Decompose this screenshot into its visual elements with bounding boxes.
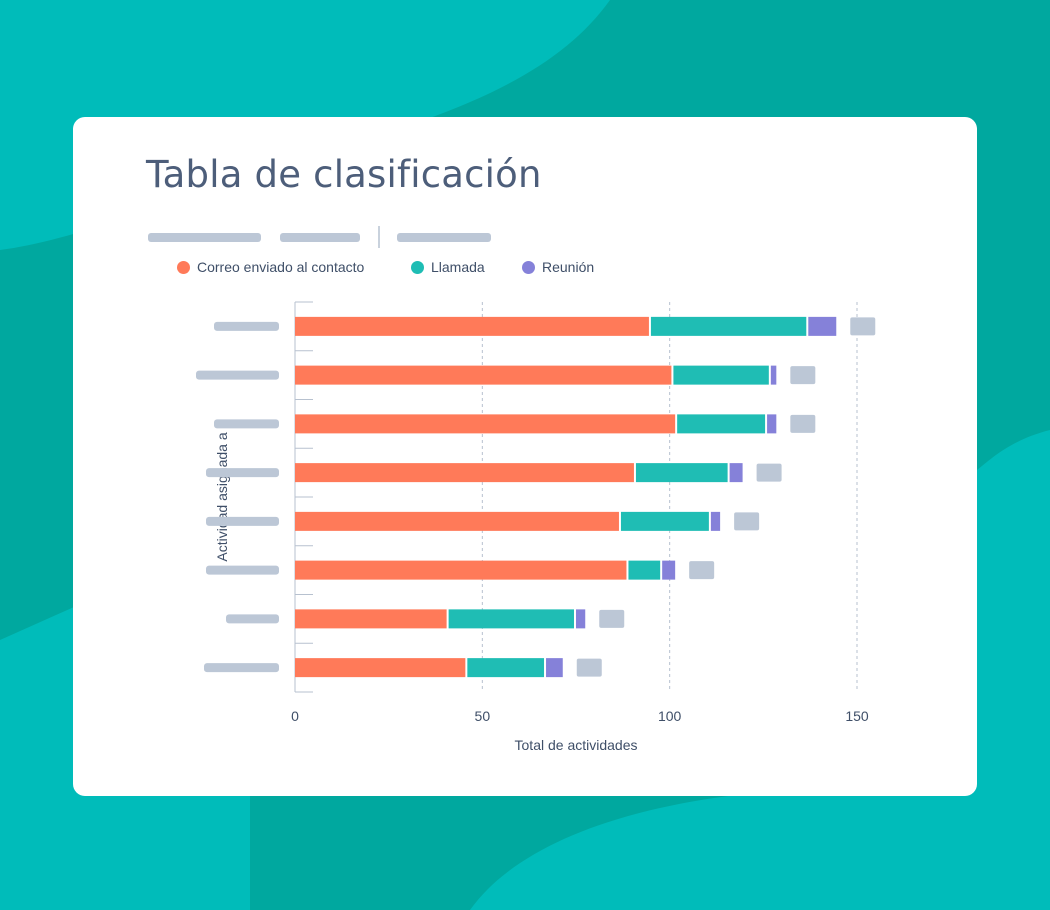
category-label-placeholder [214,419,279,429]
category-label-placeholder [226,614,279,624]
bar-segment [729,463,743,483]
legend-dot-icon [522,260,535,274]
legend-label: Correo enviado al contacto [197,259,365,275]
legend-item: Llamada [411,259,485,275]
bar-segment [635,463,728,483]
bar-segment [546,658,563,678]
total-label-placeholder [689,561,715,580]
category-label-placeholder [214,321,279,331]
legend-label: Llamada [431,259,485,275]
total-label-placeholder [599,609,625,628]
legend-item: Correo enviado al contacto [177,259,364,275]
category-label-placeholder [206,468,279,478]
bar-segment [295,316,649,336]
x-axis-label: Total de actividades [515,737,638,753]
bar-segment [576,609,586,629]
category-label-placeholder [206,516,279,526]
bar-segment [673,365,769,385]
legend-dot-icon [411,260,424,274]
filter-placeholder[interactable] [148,233,261,242]
bar-segment [295,511,619,531]
bar-segment [295,609,447,629]
total-label-placeholder [734,512,760,531]
bar-segment [767,414,777,434]
page-title: Tabla de clasificación [146,153,542,196]
bar-segment [677,414,766,434]
background-wave [977,430,1050,910]
bar-chart: Actividad asignada a 0 50 100 150 Total de ac… [196,301,876,753]
leaderboard-card: Tabla de clasificación Correo enviado al… [73,117,977,796]
category-label-placeholder [204,663,279,673]
category-label-placeholder [196,370,279,380]
filter-placeholder[interactable] [280,233,360,242]
bar-segment [467,658,545,678]
bar-segment [650,316,807,336]
bar-segment [295,658,466,678]
legend-dot-icon [177,260,190,274]
total-label-placeholder [790,366,816,385]
bar-segment [662,560,676,580]
total-label-placeholder [850,317,876,336]
bar-segment [620,511,709,531]
bar-segment [808,316,837,336]
bar-segment [770,365,777,385]
filter-divider [378,226,380,248]
total-label-placeholder [576,658,602,677]
total-label-placeholder [756,463,782,482]
bar-segment [448,609,574,629]
x-tick-label: 50 [475,708,491,724]
total-label-placeholder [790,414,816,433]
filter-placeholder[interactable] [397,233,491,242]
legend-item: Reunión [522,259,594,275]
x-tick-label: 150 [845,708,869,724]
x-tick-label: 0 [291,708,299,724]
bar-segment [295,560,627,580]
legend-label: Reunión [542,259,595,275]
bar-segment [295,463,634,483]
category-label-placeholder [206,565,279,575]
bar-segment [628,560,661,580]
y-axis-label: Actividad asignada a [214,432,230,561]
x-tick-label: 100 [658,708,682,724]
bar-segment [710,511,721,531]
bar-segment [295,414,676,434]
bar-segment [295,365,672,385]
